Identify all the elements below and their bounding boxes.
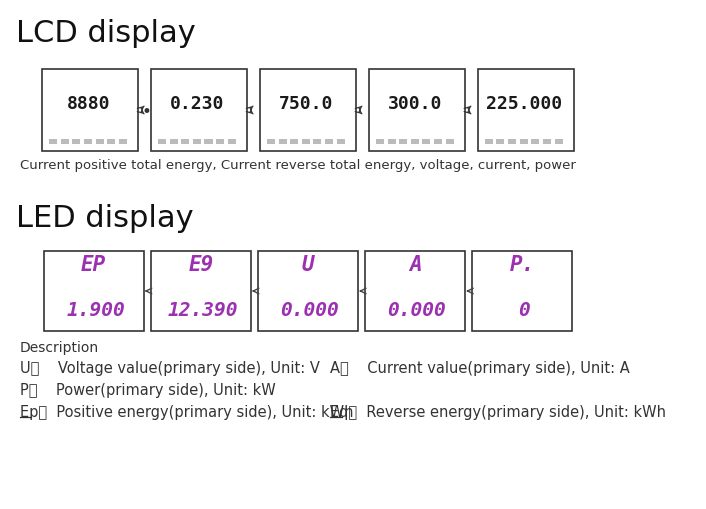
FancyBboxPatch shape: [151, 69, 247, 151]
Text: Description: Description: [20, 341, 99, 355]
Text: LCD display: LCD display: [16, 19, 196, 48]
Text: P：    Power(primary side), Unit: kW: P： Power(primary side), Unit: kW: [20, 383, 275, 398]
FancyBboxPatch shape: [42, 69, 138, 151]
FancyBboxPatch shape: [44, 251, 144, 331]
FancyBboxPatch shape: [376, 139, 384, 144]
Text: 225.000: 225.000: [486, 95, 562, 113]
FancyBboxPatch shape: [543, 139, 551, 144]
FancyBboxPatch shape: [72, 139, 80, 144]
Text: U: U: [301, 255, 314, 275]
Text: Ep：  Positive energy(primary side), Unit: kWh: Ep： Positive energy(primary side), Unit:…: [20, 405, 353, 420]
Text: 12.390: 12.390: [167, 301, 238, 321]
FancyBboxPatch shape: [119, 139, 127, 144]
Text: 1.900: 1.900: [66, 301, 125, 321]
FancyBboxPatch shape: [496, 139, 505, 144]
FancyBboxPatch shape: [365, 251, 465, 331]
Text: LED display: LED display: [16, 204, 193, 233]
FancyBboxPatch shape: [205, 139, 213, 144]
FancyBboxPatch shape: [508, 139, 516, 144]
Text: P.: P.: [510, 255, 535, 275]
FancyBboxPatch shape: [267, 139, 275, 144]
FancyBboxPatch shape: [485, 139, 493, 144]
FancyBboxPatch shape: [216, 139, 224, 144]
Text: 750.0: 750.0: [279, 95, 333, 113]
Text: E9: E9: [189, 255, 213, 275]
FancyBboxPatch shape: [107, 139, 115, 144]
FancyBboxPatch shape: [313, 139, 321, 144]
FancyBboxPatch shape: [158, 139, 166, 144]
Text: 0.230: 0.230: [170, 95, 225, 113]
Text: EP: EP: [81, 255, 107, 275]
FancyBboxPatch shape: [84, 139, 92, 144]
Text: •: •: [141, 103, 151, 121]
Text: 0: 0: [518, 301, 530, 321]
FancyBboxPatch shape: [290, 139, 298, 144]
Text: 0.000: 0.000: [280, 301, 339, 321]
Text: U：    Voltage value(primary side), Unit: V: U： Voltage value(primary side), Unit: V: [20, 361, 320, 376]
FancyBboxPatch shape: [169, 139, 178, 144]
FancyBboxPatch shape: [151, 251, 251, 331]
FancyBboxPatch shape: [337, 139, 345, 144]
FancyBboxPatch shape: [445, 139, 453, 144]
FancyBboxPatch shape: [411, 139, 419, 144]
FancyBboxPatch shape: [399, 139, 407, 144]
Text: 8880: 8880: [66, 95, 110, 113]
Text: 300.0: 300.0: [388, 95, 443, 113]
Text: 0.000: 0.000: [388, 301, 446, 321]
FancyBboxPatch shape: [434, 139, 442, 144]
FancyBboxPatch shape: [61, 139, 68, 144]
FancyBboxPatch shape: [228, 139, 236, 144]
Text: Eq：  Reverse energy(primary side), Unit: kWh: Eq： Reverse energy(primary side), Unit: …: [330, 405, 666, 420]
FancyBboxPatch shape: [520, 139, 527, 144]
Text: A：    Current value(primary side), Unit: A: A： Current value(primary side), Unit: A: [330, 361, 630, 376]
FancyBboxPatch shape: [422, 139, 431, 144]
FancyBboxPatch shape: [95, 139, 104, 144]
FancyBboxPatch shape: [193, 139, 201, 144]
FancyBboxPatch shape: [478, 69, 574, 151]
FancyBboxPatch shape: [369, 69, 465, 151]
FancyBboxPatch shape: [554, 139, 563, 144]
FancyBboxPatch shape: [258, 251, 358, 331]
FancyBboxPatch shape: [472, 251, 573, 331]
FancyBboxPatch shape: [260, 69, 357, 151]
FancyBboxPatch shape: [49, 139, 57, 144]
FancyBboxPatch shape: [279, 139, 287, 144]
Text: Current positive total energy, Current reverse total energy, voltage, current, p: Current positive total energy, Current r…: [20, 159, 575, 172]
FancyBboxPatch shape: [388, 139, 395, 144]
FancyBboxPatch shape: [301, 139, 310, 144]
FancyBboxPatch shape: [325, 139, 333, 144]
FancyBboxPatch shape: [181, 139, 189, 144]
Text: A: A: [409, 255, 421, 275]
FancyBboxPatch shape: [532, 139, 539, 144]
